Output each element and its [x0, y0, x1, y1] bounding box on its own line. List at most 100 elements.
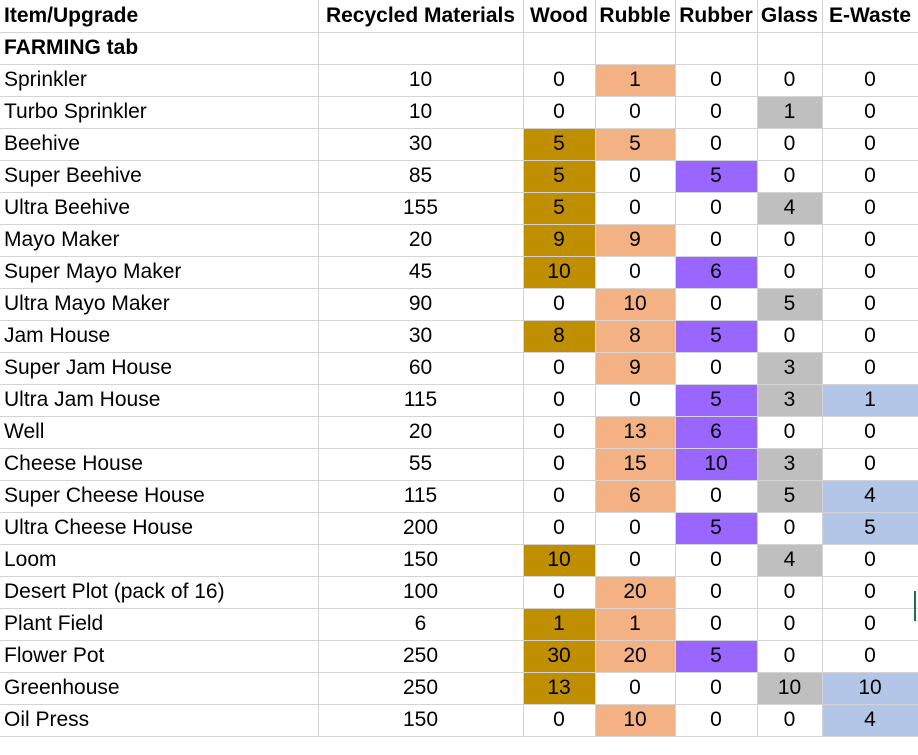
wood-cell[interactable]: 0 — [523, 64, 596, 97]
wood-cell[interactable]: 0 — [523, 416, 596, 449]
ewaste-cell[interactable]: 0 — [822, 192, 918, 225]
rubber-cell[interactable]: 5 — [675, 160, 758, 193]
rubble-cell[interactable]: 10 — [595, 288, 676, 321]
glass-cell[interactable]: 5 — [757, 288, 823, 321]
ewaste-cell[interactable]: 0 — [822, 64, 918, 97]
rubber-cell[interactable]: 5 — [675, 320, 758, 353]
rubber-cell[interactable]: 0 — [675, 544, 758, 577]
rubber-cell[interactable]: 0 — [675, 224, 758, 257]
glass-cell[interactable]: 0 — [757, 160, 823, 193]
rubble-cell[interactable]: 0 — [595, 512, 676, 545]
wood-cell[interactable]: 10 — [523, 544, 596, 577]
rubber-cell[interactable]: 0 — [675, 192, 758, 225]
item-name-cell[interactable]: Sprinkler — [0, 64, 319, 97]
glass-cell[interactable]: 4 — [757, 544, 823, 577]
rubble-cell[interactable]: 5 — [595, 128, 676, 161]
rubble-cell[interactable]: 15 — [595, 448, 676, 481]
recycled-cell[interactable]: 115 — [318, 384, 524, 417]
ewaste-cell[interactable]: 1 — [822, 384, 918, 417]
rubble-cell[interactable]: 6 — [595, 480, 676, 513]
ewaste-cell[interactable]: 0 — [822, 96, 918, 129]
ewaste-cell[interactable]: 5 — [822, 512, 918, 545]
rubber-cell[interactable]: 5 — [675, 384, 758, 417]
ewaste-cell[interactable]: 0 — [822, 416, 918, 449]
glass-cell[interactable]: 10 — [757, 672, 823, 705]
item-name-cell[interactable]: Loom — [0, 544, 319, 577]
rubber-cell[interactable]: 6 — [675, 416, 758, 449]
ewaste-cell[interactable]: 0 — [822, 224, 918, 257]
recycled-cell[interactable]: 150 — [318, 544, 524, 577]
item-name-cell[interactable]: Oil Press — [0, 704, 319, 737]
glass-cell[interactable]: 0 — [757, 128, 823, 161]
glass-cell[interactable]: 0 — [757, 320, 823, 353]
rubber-cell[interactable]: 0 — [675, 128, 758, 161]
glass-cell[interactable]: 0 — [757, 576, 823, 609]
wood-cell[interactable]: 9 — [523, 224, 596, 257]
glass-cell[interactable]: 0 — [757, 608, 823, 641]
ewaste-cell[interactable]: 0 — [822, 128, 918, 161]
rubber-cell[interactable]: 0 — [675, 704, 758, 737]
recycled-cell[interactable]: 10 — [318, 64, 524, 97]
header-glass[interactable]: Glass — [757, 0, 823, 33]
wood-cell[interactable]: 8 — [523, 320, 596, 353]
wood-cell[interactable]: 1 — [523, 608, 596, 641]
recycled-cell[interactable]: 250 — [318, 672, 524, 705]
glass-cell[interactable]: 3 — [757, 352, 823, 385]
rubble-cell[interactable]: 0 — [595, 544, 676, 577]
ewaste-cell[interactable]: 10 — [822, 672, 918, 705]
ewaste-cell[interactable]: 4 — [822, 704, 918, 737]
item-name-cell[interactable]: Ultra Beehive — [0, 192, 319, 225]
recycled-cell[interactable]: 20 — [318, 224, 524, 257]
ewaste-cell[interactable]: 0 — [822, 448, 918, 481]
glass-cell[interactable]: 4 — [757, 192, 823, 225]
empty-cell[interactable] — [822, 32, 918, 65]
item-name-cell[interactable]: Well — [0, 416, 319, 449]
recycled-cell[interactable]: 20 — [318, 416, 524, 449]
rubble-cell[interactable]: 9 — [595, 352, 676, 385]
header-ewaste[interactable]: E-Waste — [822, 0, 918, 33]
recycled-cell[interactable]: 30 — [318, 128, 524, 161]
recycled-cell[interactable]: 10 — [318, 96, 524, 129]
ewaste-cell[interactable]: 0 — [822, 352, 918, 385]
rubber-cell[interactable]: 0 — [675, 576, 758, 609]
item-name-cell[interactable]: Super Cheese House — [0, 480, 319, 513]
recycled-cell[interactable]: 155 — [318, 192, 524, 225]
recycled-cell[interactable]: 90 — [318, 288, 524, 321]
rubber-cell[interactable]: 0 — [675, 64, 758, 97]
ewaste-cell[interactable]: 0 — [822, 288, 918, 321]
header-rubble[interactable]: Rubble — [595, 0, 676, 33]
rubble-cell[interactable]: 9 — [595, 224, 676, 257]
rubber-cell[interactable]: 0 — [675, 672, 758, 705]
item-name-cell[interactable]: Greenhouse — [0, 672, 319, 705]
recycled-cell[interactable]: 250 — [318, 640, 524, 673]
header-item[interactable]: Item/Upgrade — [0, 0, 319, 33]
glass-cell[interactable]: 3 — [757, 448, 823, 481]
rubble-cell[interactable]: 0 — [595, 256, 676, 289]
ewaste-cell[interactable]: 0 — [822, 256, 918, 289]
rubble-cell[interactable]: 1 — [595, 64, 676, 97]
wood-cell[interactable]: 5 — [523, 128, 596, 161]
rubber-cell[interactable]: 0 — [675, 352, 758, 385]
glass-cell[interactable]: 0 — [757, 512, 823, 545]
wood-cell[interactable]: 0 — [523, 512, 596, 545]
wood-cell[interactable]: 10 — [523, 256, 596, 289]
wood-cell[interactable]: 0 — [523, 704, 596, 737]
section-label[interactable]: FARMING tab — [0, 32, 319, 65]
rubber-cell[interactable]: 0 — [675, 608, 758, 641]
wood-cell[interactable]: 0 — [523, 384, 596, 417]
recycled-cell[interactable]: 55 — [318, 448, 524, 481]
empty-cell[interactable] — [318, 32, 524, 65]
recycled-cell[interactable]: 200 — [318, 512, 524, 545]
ewaste-cell[interactable]: 0 — [822, 576, 918, 609]
item-name-cell[interactable]: Cheese House — [0, 448, 319, 481]
rubber-cell[interactable]: 6 — [675, 256, 758, 289]
recycled-cell[interactable]: 115 — [318, 480, 524, 513]
glass-cell[interactable]: 1 — [757, 96, 823, 129]
wood-cell[interactable]: 5 — [523, 160, 596, 193]
wood-cell[interactable]: 0 — [523, 352, 596, 385]
item-name-cell[interactable]: Turbo Sprinkler — [0, 96, 319, 129]
rubble-cell[interactable]: 13 — [595, 416, 676, 449]
glass-cell[interactable]: 0 — [757, 256, 823, 289]
empty-cell[interactable] — [757, 32, 823, 65]
glass-cell[interactable]: 0 — [757, 640, 823, 673]
